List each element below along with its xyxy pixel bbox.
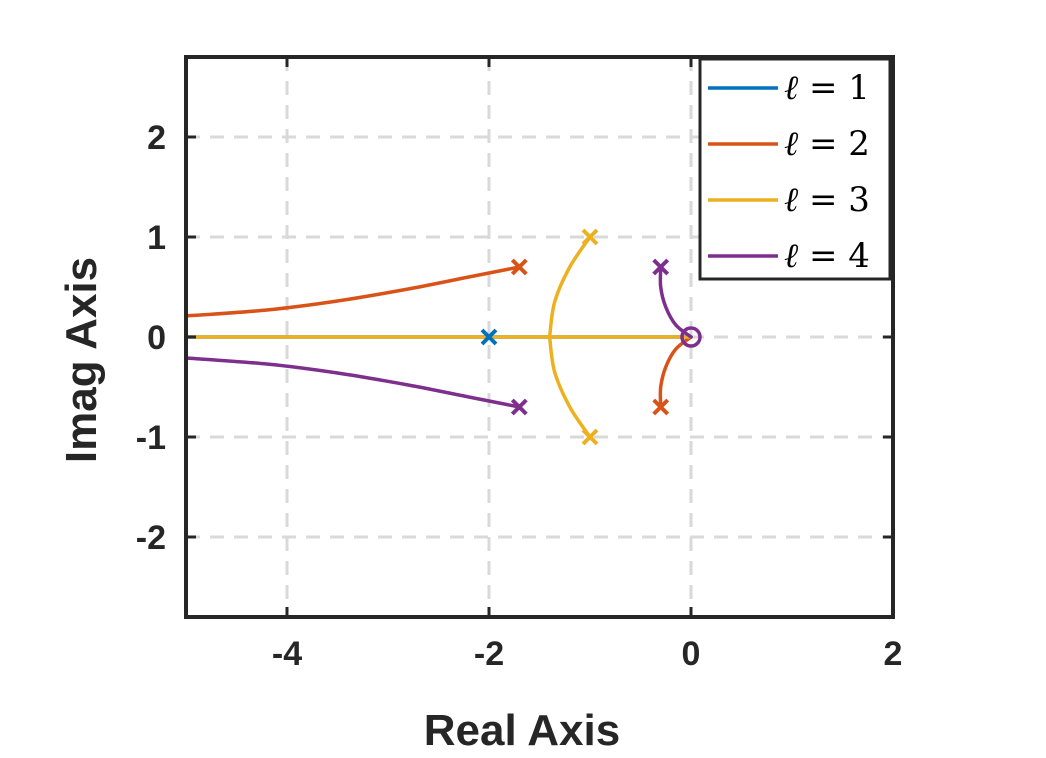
legend-label-4: ℓ = 4 [784,236,870,276]
pole-marker-stroke [652,258,670,276]
locus-branch-series-2-2 [658,335,693,409]
locus-branch-series-3-2 [547,335,592,439]
legend-value: = 3 [798,180,870,220]
legend-value: = 2 [798,124,870,164]
pole-marker-stroke [581,428,599,446]
legend: ℓ = 1ℓ = 2ℓ = 3ℓ = 4 [698,57,892,281]
y-tick-label: -1 [136,419,166,457]
marker-layer [480,228,702,446]
legend-label-1: ℓ = 1 [784,68,870,108]
pole-marker-series-1-1 [480,328,498,346]
legend-symbol: ℓ [784,180,798,220]
y-tick-label: 0 [147,319,166,357]
pole-marker-series-2-1 [510,258,528,276]
legend-symbol: ℓ [784,68,798,108]
ticks: -4 -2 0 2 -2 -1 0 1 2 [136,57,903,673]
x-tick-label: 0 [682,635,701,673]
legend-label-3: ℓ = 3 [784,180,870,220]
pole-marker-stroke [510,258,528,276]
legend-symbol: ℓ [784,236,798,276]
pole-marker-stroke [652,398,670,416]
pole-marker-series-3-1 [581,228,599,246]
zero-marker [680,326,702,348]
legend-value: = 4 [798,236,870,276]
legend-label-2: ℓ = 2 [784,124,870,164]
y-tick-label: 2 [147,119,166,157]
x-tick-label: -4 [272,635,302,673]
series-layer [184,235,693,439]
locus-branch-series-4-2 [658,265,693,339]
locus-branch-series-2-1 [184,265,522,318]
pole-marker-series-4-2 [652,258,670,276]
x-tick-label: 2 [884,635,903,673]
pole-marker-series-4-1 [510,398,528,416]
pole-marker-stroke [480,328,498,346]
pole-marker-stroke [581,228,599,246]
locus-branch-series-3-1 [547,235,592,339]
locus-branch-series-4-1 [184,356,522,409]
y-tick-label: -2 [136,519,166,557]
legend-symbol: ℓ [784,124,798,164]
y-axis-label: Imag Axis [57,257,106,463]
pole-marker-series-3-2 [581,428,599,446]
x-tick-label: -2 [474,635,504,673]
pole-marker-series-2-2 [652,398,670,416]
pole-marker-stroke [510,398,528,416]
legend-box [698,57,892,281]
y-tick-label: 1 [147,219,166,257]
x-axis-label: Real Axis [424,706,620,755]
legend-value: = 1 [798,68,870,108]
